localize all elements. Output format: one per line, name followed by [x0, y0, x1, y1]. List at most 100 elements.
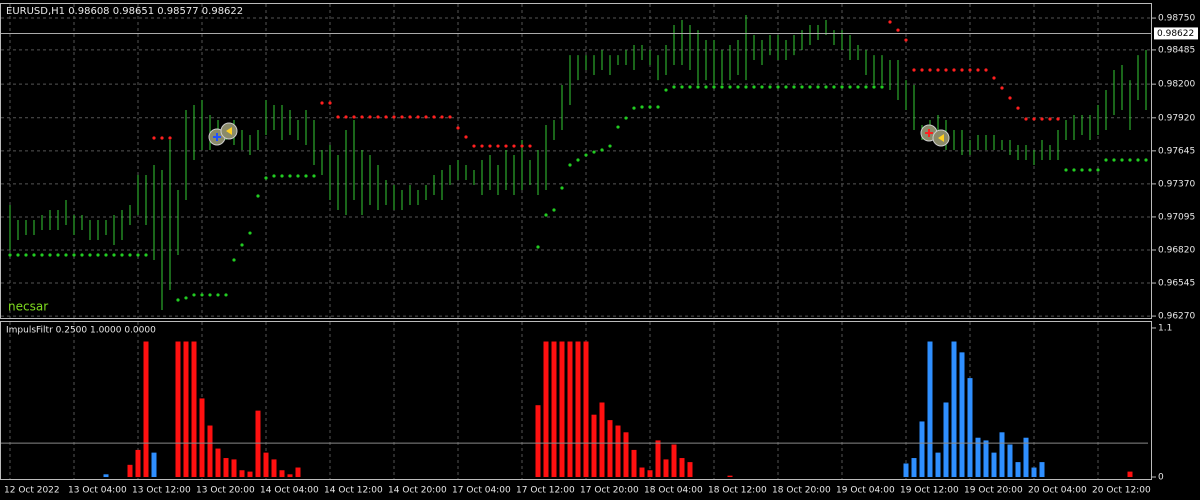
y-tick-label: 0.96545	[1158, 279, 1195, 289]
x-tick-label: 13 Oct 04:00	[68, 486, 127, 496]
sar-dot	[864, 85, 868, 89]
sar-dot	[840, 85, 844, 89]
main-frame	[0, 3, 1152, 319]
sar-dot	[760, 85, 764, 89]
sar-dot	[448, 115, 452, 119]
sar-dot	[944, 68, 948, 72]
sar-dot	[248, 231, 252, 235]
y-tick-label: 0	[1158, 473, 1164, 483]
sar-dot	[1016, 106, 1020, 110]
indicator-name: necsar	[8, 300, 48, 314]
x-tick-label: 20 Oct 12:00	[1092, 486, 1151, 496]
sar-dot	[528, 144, 532, 148]
sar-dot	[176, 298, 180, 302]
histogram-bar	[687, 462, 693, 478]
sar-dot	[136, 253, 140, 257]
sar-dot	[520, 144, 524, 148]
histogram-bar	[983, 440, 989, 478]
sar-dot	[104, 253, 108, 257]
sar-dot	[480, 144, 484, 148]
sar-dot	[432, 115, 436, 119]
sar-dot	[832, 85, 836, 89]
sar-dot	[56, 253, 60, 257]
sar-dot	[1032, 117, 1036, 121]
sar-dot	[712, 85, 716, 89]
sar-dot	[392, 115, 396, 119]
sar-dot	[704, 85, 708, 89]
sar-dot	[472, 144, 476, 148]
indicator-frame	[0, 321, 1152, 480]
histogram-bar	[183, 341, 189, 478]
sar-dot	[856, 85, 860, 89]
sar-dot	[736, 85, 740, 89]
histogram-bar	[271, 459, 277, 478]
sar-dot	[456, 126, 460, 130]
sar-dot	[24, 253, 28, 257]
sar-dot	[928, 68, 932, 72]
histogram-bar	[207, 425, 213, 478]
sar-dot	[1072, 168, 1076, 172]
sar-dot	[40, 253, 44, 257]
sar-dot	[936, 68, 940, 72]
x-tick-label: 17 Oct 20:00	[580, 486, 639, 496]
sar-dot	[496, 144, 500, 148]
sar-dot	[144, 253, 148, 257]
sar-dot	[1000, 86, 1004, 90]
sar-dot	[320, 101, 324, 105]
sar-dot	[240, 243, 244, 247]
sar-dot	[848, 85, 852, 89]
histogram-bar	[279, 470, 285, 478]
sar-dot	[128, 253, 132, 257]
sar-dot	[552, 208, 556, 212]
sar-dot	[720, 85, 724, 89]
sar-dot	[664, 88, 668, 92]
x-tick-label: 14 Oct 12:00	[324, 486, 383, 496]
sar-dot	[632, 106, 636, 110]
sar-dot	[376, 115, 380, 119]
sar-dot	[440, 115, 444, 119]
sar-dot	[744, 85, 748, 89]
histogram-bar	[727, 475, 733, 478]
x-tick-label: 14 Oct 04:00	[260, 486, 319, 496]
histogram-bar	[903, 463, 909, 478]
sar-dot	[912, 68, 916, 72]
y-tick-label: 0.98485	[1158, 45, 1195, 55]
sar-dot	[952, 68, 956, 72]
histogram-bar	[567, 341, 573, 478]
sar-dot	[792, 85, 796, 89]
sar-dot	[88, 253, 92, 257]
histogram-bar	[103, 474, 109, 478]
sar-dot	[280, 174, 284, 178]
sar-dot	[360, 115, 364, 119]
sar-dot	[400, 115, 404, 119]
histogram-bar	[631, 449, 637, 478]
sar-dot	[1056, 117, 1060, 121]
histogram-bar	[287, 474, 293, 478]
histogram-bar	[143, 341, 149, 478]
sar-dot	[368, 115, 372, 119]
sar-dot	[896, 28, 900, 32]
sar-dot	[1088, 168, 1092, 172]
histogram-bar	[911, 458, 917, 478]
y-tick-label: 0.97095	[1158, 212, 1195, 222]
sar-dot	[776, 85, 780, 89]
x-tick-label: 12 Oct 2022	[4, 486, 60, 496]
sar-dot	[96, 253, 100, 257]
sar-dot	[424, 115, 428, 119]
sar-dot	[1024, 117, 1028, 121]
histogram-bar	[215, 448, 221, 478]
sar-dot	[504, 144, 508, 148]
sar-dot	[960, 68, 964, 72]
signal-icons	[208, 122, 950, 147]
sar-dot	[672, 85, 676, 89]
sar-dot	[544, 213, 548, 217]
histogram-bar	[263, 452, 269, 478]
sar-dot	[288, 174, 292, 178]
y-tick-label: 0.98200	[1158, 80, 1195, 90]
histogram-bar	[135, 449, 141, 478]
y-tick-label: 1.1	[1158, 323, 1172, 333]
histogram-bar	[1039, 462, 1045, 478]
histogram-bar	[231, 459, 237, 478]
sar-dot	[32, 253, 36, 257]
sar-dot	[1040, 117, 1044, 121]
